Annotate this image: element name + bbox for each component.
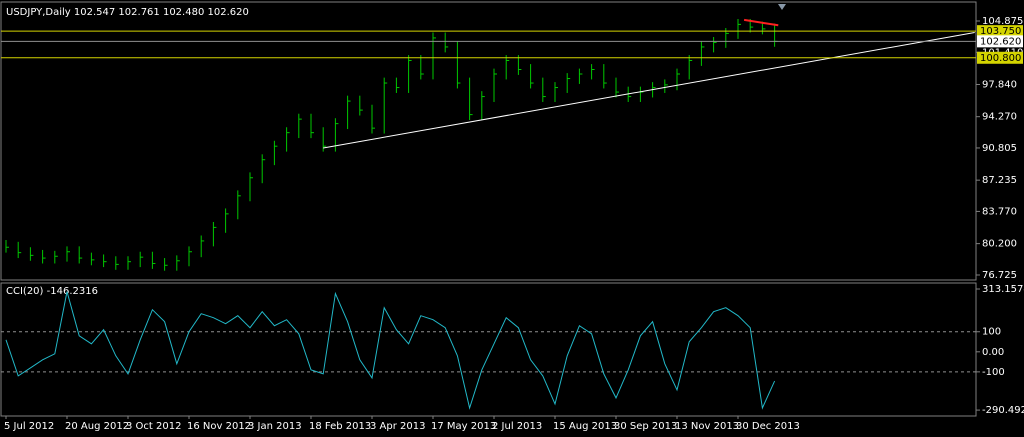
level-label: 100.800 <box>980 53 1021 64</box>
level-label: 102.620 <box>980 36 1021 47</box>
level-label-box <box>977 25 1023 38</box>
y-tick-label: 90.805 <box>982 143 1017 154</box>
x-tick-label: 15 Aug 2013 <box>553 421 617 432</box>
cci-title: CCI(20) -146.2316 <box>6 286 98 297</box>
y-tick-label: 313.1574 <box>982 284 1024 295</box>
trendline <box>323 32 975 149</box>
y-tick-label: 80.200 <box>982 239 1017 250</box>
x-tick-label: 13 Nov 2013 <box>675 421 739 432</box>
y-tick-label: 76.725 <box>982 270 1017 281</box>
x-tick-label: 16 Nov 2012 <box>187 421 251 432</box>
latest-marker <box>778 4 786 10</box>
x-tick-label: 18 Feb 2013 <box>309 421 371 432</box>
cci-panel <box>0 282 977 417</box>
x-tick-label: 2 Jul 2013 <box>492 421 542 432</box>
x-tick-label: 5 Jul 2012 <box>4 421 54 432</box>
cci-line <box>5 291 776 410</box>
price-title: USDJPY,Daily 102.547 102.761 102.480 102… <box>6 7 249 18</box>
y-tick-label: 100 <box>982 327 1001 338</box>
y-tick-label: -290.4925 <box>982 405 1024 416</box>
y-tick-label: 87.235 <box>982 175 1017 186</box>
level-label: 103.750 <box>980 26 1021 37</box>
level-label-box <box>977 51 1023 64</box>
x-tick-label: 3 Oct 2012 <box>126 421 181 432</box>
x-tick-label: 3 Jan 2013 <box>248 421 302 432</box>
x-tick-label: 3 Apr 2013 <box>370 421 425 432</box>
x-tick-label: 17 May 2013 <box>431 421 496 432</box>
level-label-box <box>977 35 1023 48</box>
price-panel <box>0 1 977 281</box>
y-tick-label: 0.00 <box>982 347 1004 358</box>
y-tick-label: 97.840 <box>982 79 1017 90</box>
y-tick-label: -100 <box>982 367 1005 378</box>
trendline <box>743 18 779 27</box>
x-tick-label: 30 Dec 2013 <box>736 421 800 432</box>
x-tick-label: 20 Aug 2012 <box>65 421 129 432</box>
y-tick-label: 83.770 <box>982 206 1017 217</box>
x-tick-label: 30 Sep 2013 <box>614 421 677 432</box>
y-tick-label: 94.270 <box>982 112 1017 123</box>
y-tick-label: 104.875 <box>982 16 1023 27</box>
